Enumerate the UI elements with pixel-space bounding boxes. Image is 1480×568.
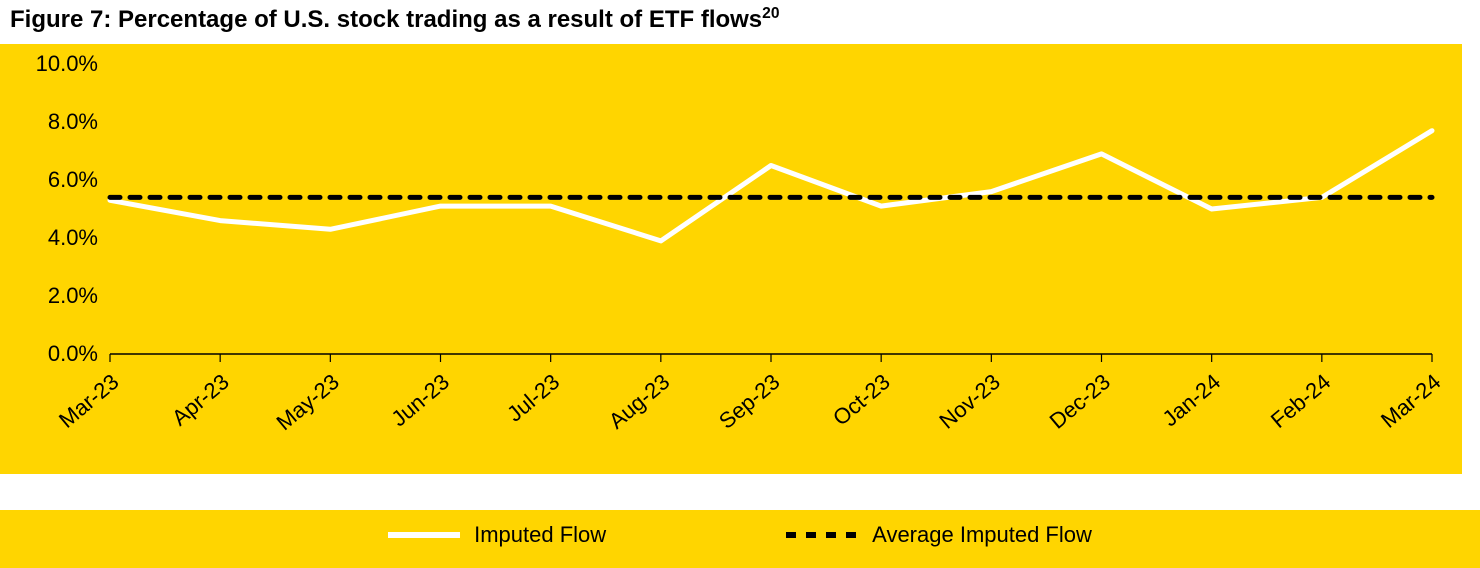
y-tick-label: 4.0% — [48, 225, 98, 250]
line-chart: 0.0%2.0%4.0%6.0%8.0%10.0%Mar-23Apr-23May… — [0, 44, 1462, 474]
y-tick-label: 6.0% — [48, 167, 98, 192]
y-tick-label: 10.0% — [36, 51, 98, 76]
legend-swatch — [388, 530, 460, 540]
figure-title-superscript: 20 — [762, 5, 779, 22]
y-tick-label: 2.0% — [48, 283, 98, 308]
figure-title-text: Figure 7: Percentage of U.S. stock tradi… — [10, 6, 762, 33]
legend-swatch — [786, 530, 858, 540]
legend-label: Average Imputed Flow — [872, 522, 1092, 548]
figure-wrap: Figure 7: Percentage of U.S. stock tradi… — [0, 0, 1480, 568]
figure-title: Figure 7: Percentage of U.S. stock tradi… — [0, 0, 1480, 44]
legend-item: Imputed Flow — [388, 522, 606, 548]
y-tick-label: 8.0% — [48, 109, 98, 134]
chart-area: 0.0%2.0%4.0%6.0%8.0%10.0%Mar-23Apr-23May… — [0, 44, 1480, 510]
legend: Imputed Flow Average Imputed Flow — [0, 510, 1480, 568]
legend-label: Imputed Flow — [474, 522, 606, 548]
y-tick-label: 0.0% — [48, 341, 98, 366]
legend-item: Average Imputed Flow — [786, 522, 1092, 548]
